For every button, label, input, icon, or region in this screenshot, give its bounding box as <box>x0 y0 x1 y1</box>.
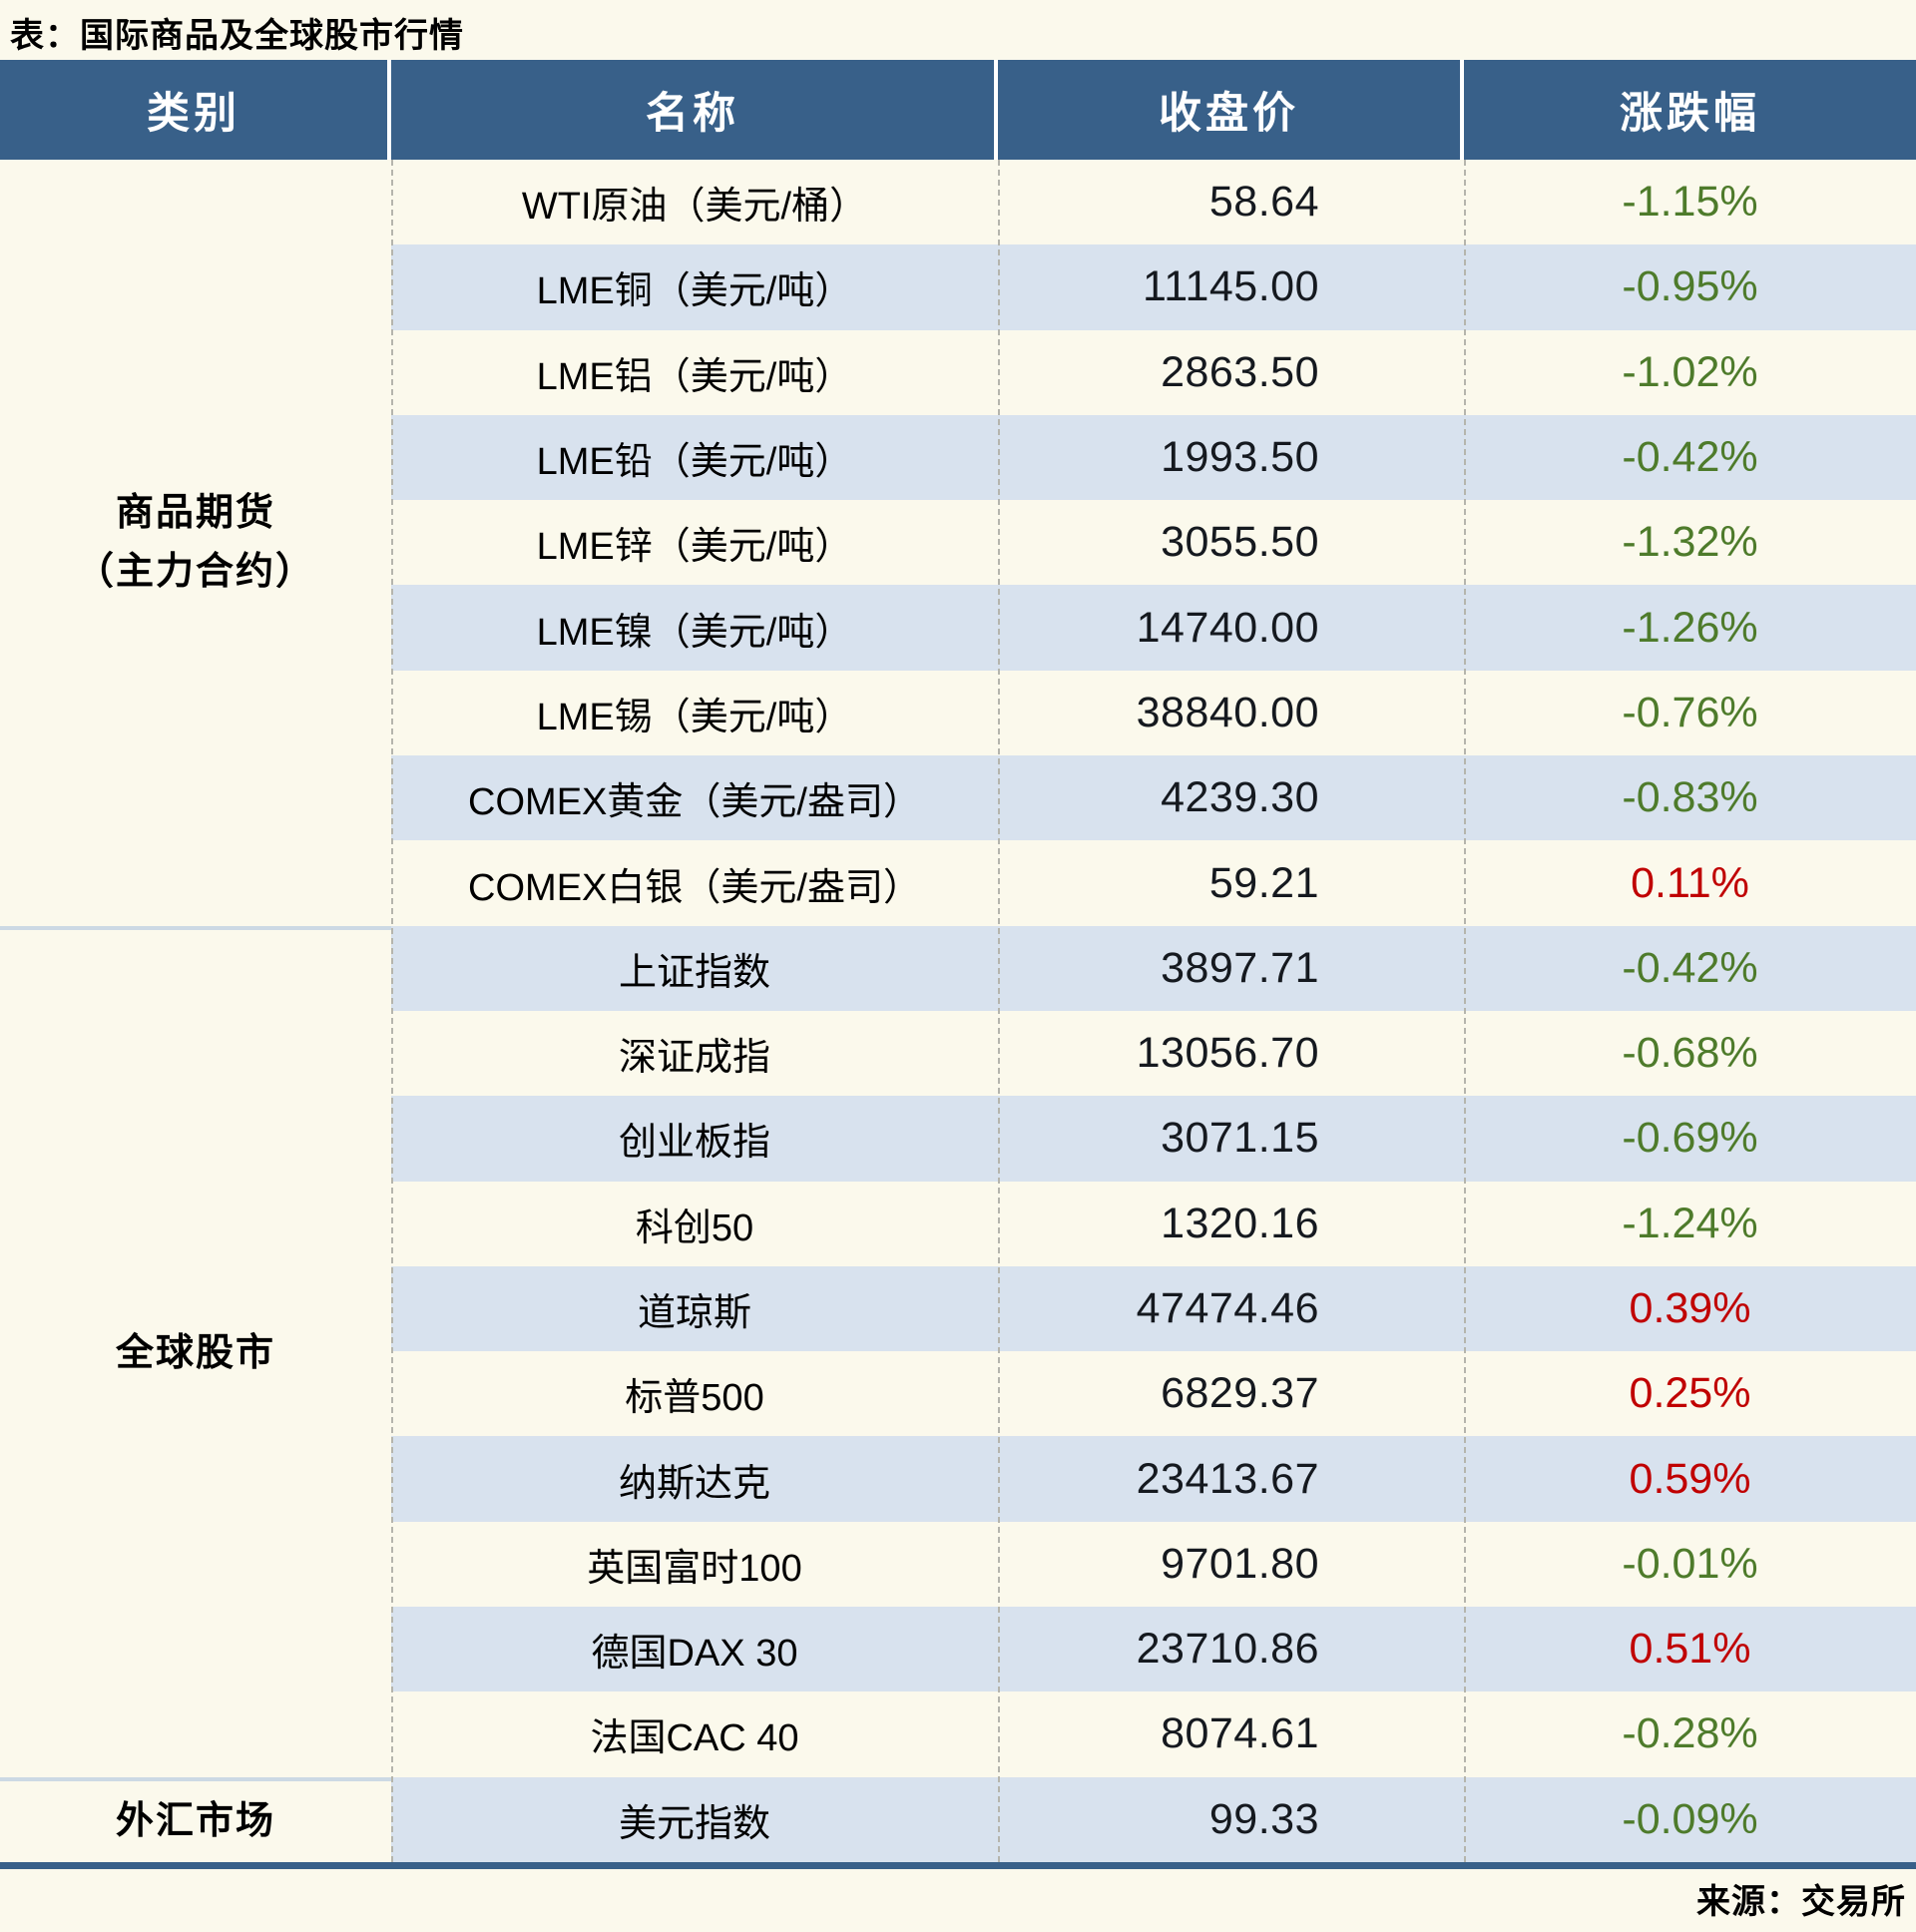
change-percent-cell: -1.32% <box>1622 518 1758 567</box>
change-percent-cell: -1.02% <box>1622 347 1758 396</box>
change-percent-cell: -0.01% <box>1622 1539 1758 1588</box>
category-cell: 外汇市场 <box>0 1776 391 1862</box>
instrument-name-cell: COMEX黄金（美元/盎司） <box>391 755 998 841</box>
header-change: 涨跌幅 <box>1620 91 1760 138</box>
change-percent-cell: 0.11% <box>1631 858 1749 907</box>
close-price-cell: 38840.00 <box>1136 688 1319 736</box>
change-percent-cell: 0.25% <box>1629 1369 1751 1418</box>
change-percent-cell: -0.68% <box>1622 1029 1758 1078</box>
change-percent-cell: 0.59% <box>1464 1436 1916 1522</box>
category-cell: 全球股市 <box>0 925 391 1777</box>
close-price-cell: 23413.67 <box>998 1436 1464 1522</box>
instrument-name-cell: LME铜（美元/吨） <box>391 244 998 330</box>
column-divider <box>391 160 393 1862</box>
instrument-name-cell: LME铝（美元/吨） <box>536 355 853 398</box>
close-price-cell: 1993.50 <box>998 414 1464 501</box>
instrument-name-cell: WTI原油（美元/桶） <box>521 186 868 229</box>
instrument-name-cell: 创业板指 <box>391 1096 998 1182</box>
instrument-name-cell: 道琼斯 <box>391 1265 998 1352</box>
change-percent-cell: -1.26% <box>1464 585 1916 671</box>
close-price-cell: 3071.15 <box>998 1096 1464 1182</box>
change-percent-cell: -1.15% <box>1622 178 1758 227</box>
close-price-cell: 8074.61 <box>1161 1709 1319 1758</box>
table-bottom-border <box>0 1861 1916 1869</box>
change-percent-cell: -0.42% <box>1464 414 1916 501</box>
close-price-cell: 58.64 <box>1208 178 1319 227</box>
change-percent-cell: -0.76% <box>1622 688 1758 736</box>
close-price-cell: 6829.37 <box>1161 1369 1319 1418</box>
close-price-cell: 3055.50 <box>1161 518 1319 567</box>
change-percent-cell: 0.39% <box>1464 1265 1916 1352</box>
instrument-name-cell: 美元指数 <box>391 1776 998 1862</box>
instrument-name-cell: 标普500 <box>625 1377 764 1420</box>
header-close: 收盘价 <box>998 60 1464 160</box>
category-line: 全球股市 <box>115 1331 275 1374</box>
instrument-name-cell: LME镍（美元/吨） <box>391 585 998 671</box>
instrument-name-cell: 深证成指 <box>618 1037 770 1080</box>
close-price-cell: 99.33 <box>998 1776 1464 1862</box>
instrument-name-cell: 纳斯达克 <box>391 1436 998 1522</box>
close-price-cell: 23710.86 <box>998 1607 1464 1692</box>
category-cell: 商品期货 （主力合约） <box>0 160 391 926</box>
instrument-name-cell: 法国CAC 40 <box>590 1717 799 1760</box>
instrument-name-cell: COMEX白银（美元/盎司） <box>468 866 921 909</box>
instrument-name-cell: LME锌（美元/吨） <box>536 526 853 569</box>
header-category: 类别 <box>0 60 391 160</box>
instrument-name-cell: LME锡（美元/吨） <box>536 696 853 738</box>
change-percent-cell: -1.24% <box>1622 1199 1758 1247</box>
category-line: 商品期货 <box>115 491 275 534</box>
table-title: 表：国际商品及全球股市行情 <box>10 17 464 55</box>
instrument-name-cell: 英国富时100 <box>587 1547 802 1590</box>
change-percent-cell: -0.83% <box>1464 755 1916 841</box>
close-price-cell: 1320.16 <box>1161 1199 1319 1247</box>
change-percent-cell: -0.42% <box>1464 925 1916 1011</box>
close-price-cell: 9701.80 <box>1161 1539 1319 1588</box>
table-header-row: 类别 名称 收盘价 涨跌幅 <box>0 60 1916 160</box>
change-percent-cell: -0.28% <box>1622 1709 1758 1758</box>
close-price-cell: 11145.00 <box>998 244 1464 330</box>
column-divider <box>998 160 1000 1862</box>
instrument-name-cell: LME铅（美元/吨） <box>391 414 998 501</box>
source-label: 来源：交易所 <box>1696 1883 1906 1921</box>
market-table: 类别 名称 收盘价 涨跌幅 商品期货 （主力合约） WTI原油（美元/桶） 58.64… <box>0 60 1916 1869</box>
category-line: （主力合约） <box>75 550 315 593</box>
header-name: 名称 <box>391 60 998 160</box>
instrument-name-cell: 上证指数 <box>391 925 998 1011</box>
change-percent-cell: 0.51% <box>1464 1607 1916 1692</box>
close-price-cell: 13056.70 <box>1136 1029 1319 1078</box>
close-price-cell: 14740.00 <box>998 585 1464 671</box>
category-line: 外汇市场 <box>115 1799 275 1842</box>
instrument-name-cell: 科创50 <box>635 1207 754 1249</box>
column-divider <box>1464 160 1466 1862</box>
close-price-cell: 59.21 <box>1208 858 1319 907</box>
close-price-cell: 47474.46 <box>998 1265 1464 1352</box>
close-price-cell: 2863.50 <box>1161 347 1319 396</box>
close-price-cell: 4239.30 <box>998 755 1464 841</box>
change-percent-cell: -0.95% <box>1464 244 1916 330</box>
close-price-cell: 3897.71 <box>998 925 1464 1011</box>
change-percent-cell: -0.09% <box>1464 1776 1916 1862</box>
instrument-name-cell: 德国DAX 30 <box>391 1607 998 1692</box>
change-percent-cell: -0.69% <box>1464 1096 1916 1182</box>
table-body: 商品期货 （主力合约） WTI原油（美元/桶） 58.64 -1.15% LME铜（美元/… <box>0 160 1916 1862</box>
